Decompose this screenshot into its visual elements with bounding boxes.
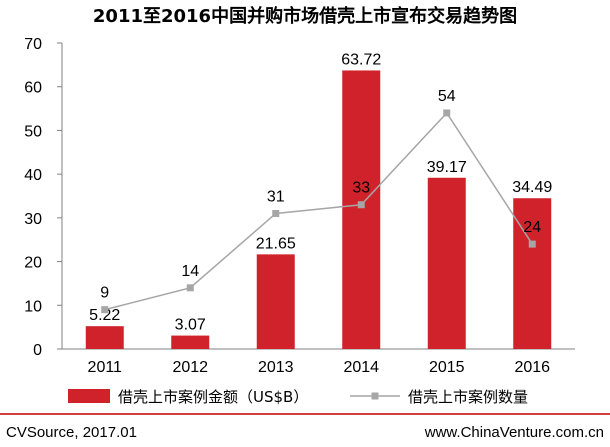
x-axis: 2011 2012 2013 2014 2015 2016 [62, 348, 575, 376]
x-tick-label: 2013 [258, 359, 294, 376]
line-value-label: 9 [100, 285, 109, 302]
y-tick-label: 60 [24, 80, 42, 97]
x-tick-label: 2012 [172, 359, 208, 376]
bar [427, 177, 466, 349]
line-value-label: 33 [352, 180, 370, 197]
bar [256, 254, 295, 349]
y-tick-label: 70 [24, 36, 42, 53]
x-tick-label: 2016 [514, 359, 550, 376]
line-marker [186, 284, 194, 292]
bar-value-label: 5.22 [89, 307, 120, 324]
bar-value-label: 63.72 [341, 51, 381, 68]
line-marker [443, 109, 451, 117]
line-path [104, 111, 533, 311]
legend-line-label: 借壳上市案例数量 [408, 388, 528, 406]
line-series: 9 14 31 33 54 24 [100, 88, 541, 314]
y-tick-label: 30 [24, 211, 42, 228]
line-marker [101, 306, 109, 314]
bar-value-label: 21.65 [256, 235, 296, 252]
y-tick-label: 50 [24, 123, 42, 140]
y-tick-label: 40 [24, 167, 42, 184]
legend-bar-label: 借壳上市案例金额（US$B） [118, 388, 308, 406]
bar-series: 5.22 3.07 21.65 63.72 39.17 34.49 [85, 51, 552, 349]
bar-value-label: 3.07 [175, 317, 206, 334]
bar [85, 326, 124, 349]
line-marker [357, 201, 365, 209]
line-value-label: 54 [438, 88, 456, 105]
bar-value-label: 39.17 [427, 159, 467, 176]
x-tick-label: 2015 [429, 359, 465, 376]
line-value-label: 24 [523, 219, 541, 236]
footer-source: CVSource, 2017.01 [6, 424, 137, 441]
legend-line-marker [371, 392, 379, 400]
x-tick-label: 2014 [343, 359, 379, 376]
x-tick-label: 2011 [88, 359, 123, 376]
bar [342, 70, 381, 349]
line-value-label: 14 [181, 263, 199, 280]
y-tick-label: 20 [24, 255, 42, 272]
legend: 借壳上市案例金额（US$B） 借壳上市案例数量 [68, 388, 528, 406]
line-marker [272, 209, 280, 217]
bar [171, 335, 210, 349]
chart-title: 2011至2016中国并购市场借壳上市宣布交易趋势图 [93, 5, 517, 27]
footer-website: www.ChinaVenture.com.cn [424, 424, 604, 441]
bar-value-label: 34.49 [512, 179, 552, 196]
line-marker [528, 240, 536, 248]
legend-bar-swatch [68, 389, 110, 403]
y-tick-label: 0 [33, 342, 42, 359]
line-value-label: 31 [267, 188, 285, 205]
y-tick-label: 10 [24, 298, 42, 315]
y-axis: 0 10 20 30 40 50 60 70 [24, 36, 63, 359]
